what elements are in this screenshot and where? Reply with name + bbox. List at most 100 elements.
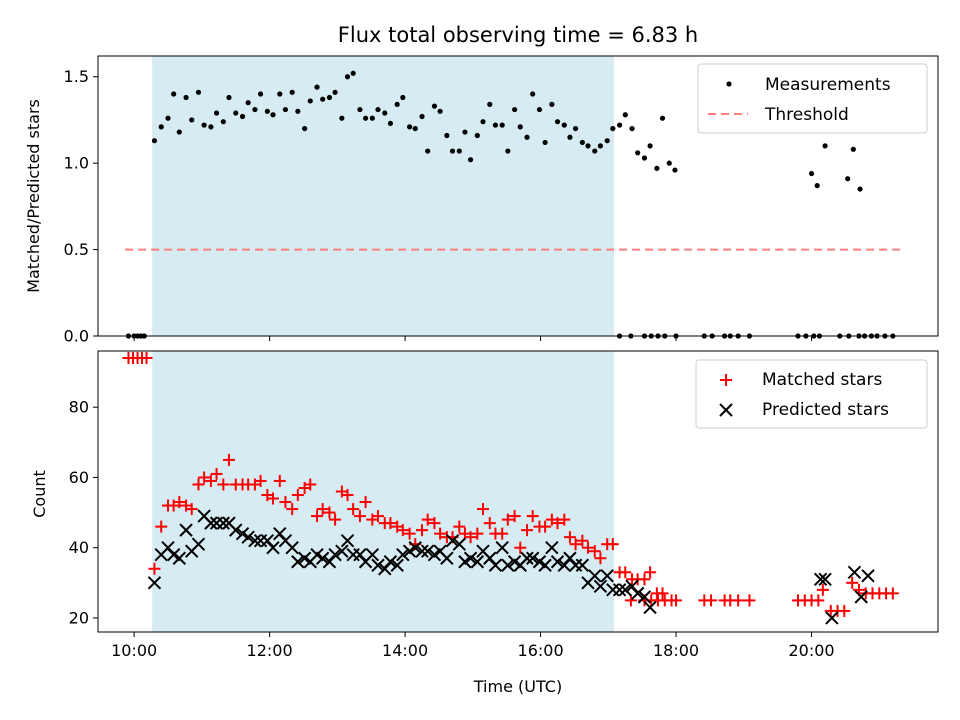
matched-stars-point: [273, 474, 286, 487]
predicted-stars-point: [825, 611, 839, 625]
matched-stars-point: [563, 531, 576, 544]
measurements-point: [387, 120, 394, 127]
x-tick-label: 18:00: [653, 641, 699, 660]
predicted-stars-point: [470, 555, 485, 569]
x-tick-label: 14:00: [382, 641, 428, 660]
x-axis-label: Time (UTC): [473, 677, 562, 696]
matched-stars-point: [886, 587, 899, 600]
measurements-point: [610, 125, 616, 132]
count-panel-shaded-interval: [152, 351, 614, 632]
matched-stars-point: [217, 478, 230, 491]
matched-stars-point: [816, 583, 829, 596]
measurements-point: [641, 155, 648, 161]
measurements-point: [617, 122, 623, 128]
matched-stars-point: [508, 510, 521, 523]
measurements-point: [542, 139, 548, 146]
predicted-stars-point: [383, 555, 398, 569]
predicted-stars-point: [420, 544, 435, 558]
measurements-point: [252, 106, 258, 113]
count-panel-marks: [122, 352, 899, 625]
measurements-point: [857, 186, 863, 192]
measurements-point: [158, 124, 164, 130]
measurements-point: [332, 89, 338, 95]
measurements-point: [572, 125, 579, 132]
measurements-point: [344, 74, 351, 80]
measurements-point: [176, 129, 182, 135]
ratio-panel-frame: [97, 55, 939, 337]
measurements-point: [270, 112, 276, 118]
predicted-stars-point: [501, 558, 515, 572]
measurements-point: [549, 101, 555, 107]
measurements-point: [400, 94, 406, 101]
measurements-point: [567, 134, 573, 140]
predicted-stars-point: [440, 551, 454, 565]
measurements-point: [369, 115, 375, 121]
matched-stars-point: [210, 467, 223, 480]
matched-stars-point: [140, 352, 153, 365]
matched-stars-point: [526, 510, 539, 523]
measurements-point: [499, 122, 505, 128]
predicted-stars-point: [637, 590, 652, 604]
measurements-point: [808, 170, 815, 177]
measurements-point: [845, 176, 851, 182]
measurements-point: [654, 165, 660, 171]
x-tick-label: 16:00: [518, 641, 564, 660]
ratio-y-tick-label: 1.0: [64, 154, 89, 173]
predicted-stars-point: [600, 569, 614, 583]
ratio-panel-y-ticks: 0.0 0.5 1.0 1.5: [64, 67, 98, 346]
measurements-point: [257, 91, 264, 97]
predicted-stars-point: [488, 558, 503, 572]
predicted-stars-point: [495, 540, 509, 555]
matched-stars-point: [732, 594, 745, 607]
matched-stars-point: [204, 474, 217, 487]
measurements-point: [326, 94, 333, 101]
matched-stars-point: [359, 496, 372, 509]
matched-stars-point: [539, 520, 552, 533]
measurements-point: [407, 124, 413, 130]
x-tick-label: 20:00: [788, 641, 834, 660]
predicted-stars-point: [216, 516, 231, 530]
predicted-stars-point: [365, 548, 380, 562]
predicted-stars-point: [179, 523, 193, 537]
measurements-point: [151, 138, 158, 144]
matched-stars-point: [606, 538, 619, 551]
matched-stars-point: [483, 517, 496, 530]
measurements-point: [444, 132, 450, 139]
matched-stars-point: [353, 510, 366, 523]
legend-predicted-stars-marker: [719, 403, 733, 417]
measurements-point: [666, 160, 672, 166]
measurements-point: [449, 148, 456, 154]
legend-measurements-marker: [726, 81, 732, 87]
predicted-stars-point: [593, 579, 608, 594]
legend-threshold-label: Threshold: [764, 105, 849, 125]
x-tick-label: 10:00: [111, 641, 157, 660]
measurements-point: [233, 110, 239, 116]
matched-stars-point: [192, 478, 205, 491]
ratio-panel-legend: Measurements Threshold: [697, 63, 928, 134]
predicted-stars-point: [285, 540, 299, 555]
matched-stars-point: [148, 562, 161, 575]
matched-stars-point: [594, 552, 607, 565]
measurements-point: [480, 119, 486, 125]
measurements-point: [604, 138, 610, 144]
measurements-point: [171, 91, 177, 97]
matched-stars-point: [416, 524, 429, 537]
matched-stars-point: [624, 594, 637, 607]
count-y-tick-label: 40: [69, 538, 89, 557]
ratio-panel-legend-box: [697, 63, 928, 134]
measurements-point: [425, 148, 431, 154]
legend-matched-stars-marker: [720, 374, 732, 386]
predicted-stars-point: [266, 540, 280, 555]
count-y-tick-label: 60: [69, 468, 89, 487]
measurements-point: [474, 132, 480, 139]
predicted-stars-point: [340, 533, 355, 548]
matched-stars-point: [323, 506, 336, 519]
x-tick-label: 12:00: [247, 641, 293, 660]
measurements-point: [462, 129, 468, 135]
matched-stars-point: [372, 510, 384, 523]
measurements-point: [524, 134, 530, 140]
measurements-point: [419, 113, 425, 120]
count-panel-x-ticks: 10:00 12:00 14:00 16:00 18:00 20:00: [111, 632, 835, 660]
predicted-stars-point: [818, 572, 832, 587]
